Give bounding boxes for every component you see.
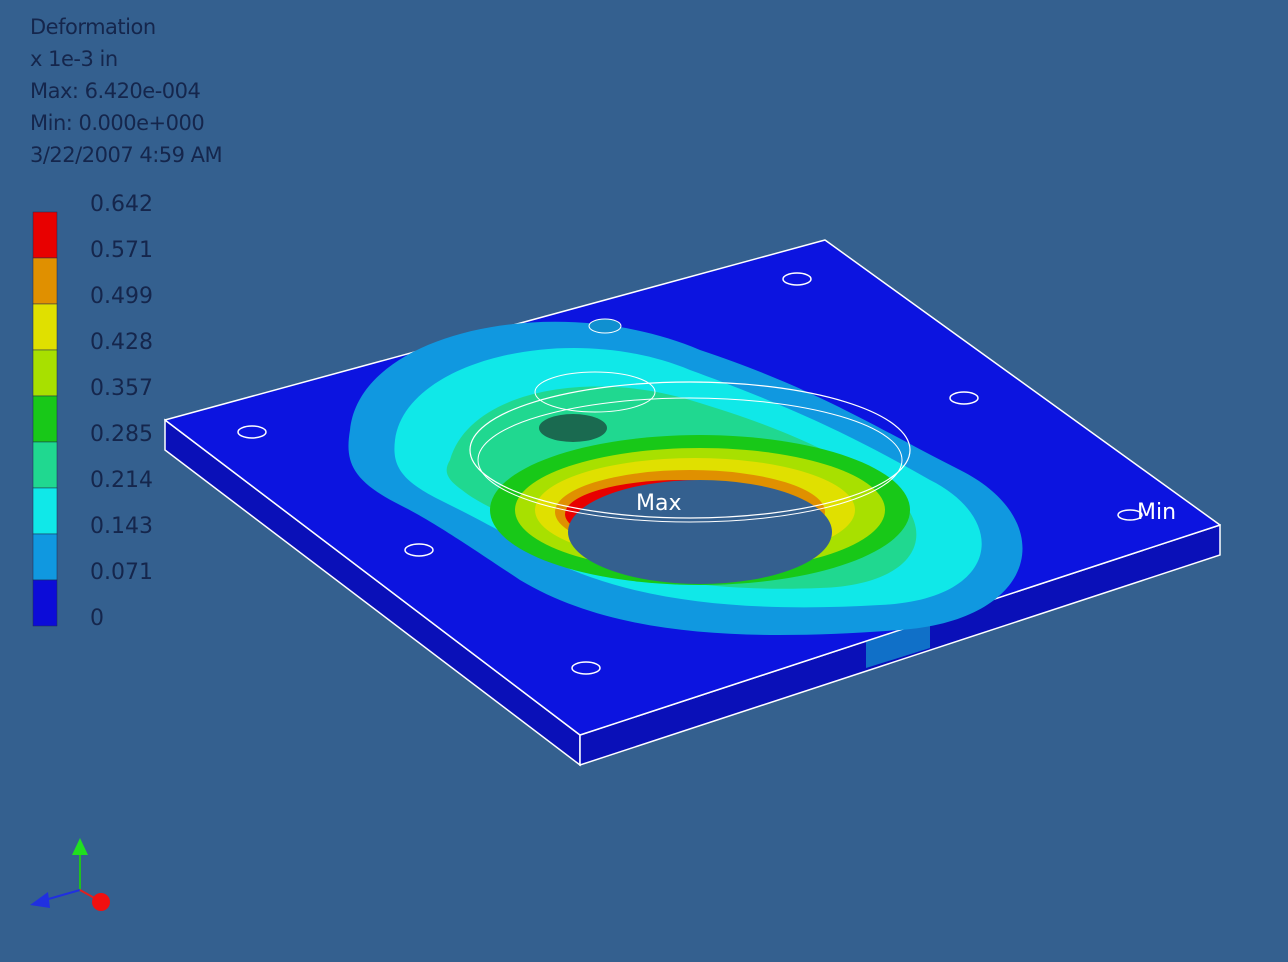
units: x 1e-3 in xyxy=(30,47,118,71)
wire-ring xyxy=(469,381,911,519)
hole xyxy=(949,391,979,405)
legend-label: 0.143 xyxy=(90,514,153,539)
legend-swatch xyxy=(32,579,58,627)
center-hole xyxy=(568,480,832,584)
legend-label: 0.357 xyxy=(90,376,153,401)
legend-label: 0.071 xyxy=(90,560,153,585)
legend-label: 0.285 xyxy=(90,422,153,447)
axis-triad xyxy=(30,838,110,911)
hole xyxy=(237,425,267,439)
legend-swatch xyxy=(32,257,58,305)
date: 3/22/2007 4:59 AM xyxy=(30,143,222,167)
axis-x-head xyxy=(92,893,110,911)
legend-swatch xyxy=(32,211,58,259)
legend-swatch xyxy=(32,349,58,397)
min-value: Min: 0.000e+000 xyxy=(30,111,204,135)
holes xyxy=(237,272,1143,675)
title: Deformation xyxy=(30,15,156,39)
pin xyxy=(588,318,622,334)
legend-swatch xyxy=(32,533,58,581)
wire-boss xyxy=(534,371,656,413)
hole xyxy=(404,543,434,557)
wire-ring xyxy=(477,397,903,523)
legend-swatch xyxy=(32,487,58,535)
legend: 0.642 0.571 0.499 0.428 0.357 0.285 0.214 0.143… xyxy=(32,192,153,631)
max-label: Max xyxy=(636,491,681,516)
axis-z xyxy=(44,889,81,901)
contour-bands xyxy=(348,318,1023,635)
axis-z-head xyxy=(30,892,50,908)
legend-label: 0 xyxy=(90,606,104,631)
legend-label: 0.571 xyxy=(90,238,153,263)
legend-label: 0.642 xyxy=(90,192,153,217)
legend-label: 0.428 xyxy=(90,330,153,355)
plate-side-patch xyxy=(866,620,930,668)
boss-hole xyxy=(539,414,607,442)
hole xyxy=(571,661,601,675)
legend-label: 0.214 xyxy=(90,468,153,493)
legend-swatch xyxy=(32,395,58,443)
min-label: Min xyxy=(1137,500,1176,525)
axis-y-head xyxy=(72,838,88,855)
hole xyxy=(1117,509,1143,521)
max-value: Max: 6.420e-004 xyxy=(30,79,201,103)
legend-label: 0.499 xyxy=(90,284,153,309)
hole xyxy=(782,272,812,286)
legend-swatch xyxy=(32,303,58,351)
legend-swatch xyxy=(32,441,58,489)
